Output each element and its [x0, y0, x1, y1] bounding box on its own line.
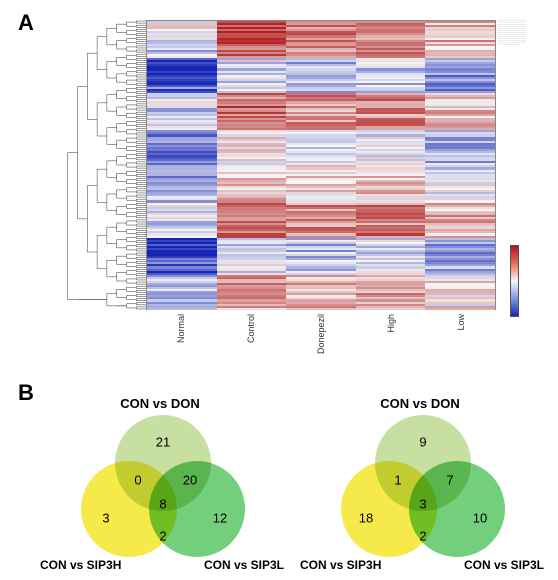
- heatmap-col-labels: NormalControlDonepezilHighLow: [146, 314, 496, 370]
- heatmap-col-label: Low: [426, 314, 496, 370]
- panel-a-letter: A: [18, 10, 34, 36]
- panel-b-letter: B: [18, 380, 34, 406]
- venn-right-label-bl: CON vs SIP3H: [300, 558, 381, 572]
- venn-right-label-top: CON vs DON: [300, 396, 540, 411]
- venn-count: 21: [156, 435, 170, 450]
- venn-count: 7: [446, 473, 453, 488]
- heatmap-column: [217, 21, 287, 309]
- venn-diagram-left: CON vs DON CON vs SIP3H CON vs SIP3L 213…: [40, 400, 280, 570]
- venn-left-label-br: CON vs SIP3L: [204, 558, 284, 572]
- venn-count: 2: [419, 529, 426, 544]
- venn-count: 20: [183, 473, 197, 488]
- heatmap-column: [356, 21, 426, 309]
- heatmap-col-label: Donepezil: [286, 314, 356, 370]
- panel-a-heatmap: — — — — — — — — — — — — — — — — — — — — …: [58, 20, 522, 370]
- heatmap-grid: [146, 20, 496, 310]
- venn-count: 0: [134, 473, 141, 488]
- venn-right-label-br: CON vs SIP3L: [464, 558, 544, 572]
- venn-left-label-bl: CON vs SIP3H: [40, 558, 121, 572]
- venn-count: 3: [419, 497, 426, 512]
- venn-count: 10: [473, 511, 487, 526]
- venn-count: 12: [213, 511, 227, 526]
- heatmap-column: [286, 21, 356, 309]
- venn-count: 3: [102, 511, 109, 526]
- venn-count: 18: [359, 511, 373, 526]
- row-dendrogram: [58, 20, 146, 310]
- venn-count: 2: [159, 529, 166, 544]
- venn-count: 9: [419, 435, 426, 450]
- heatmap-column: [147, 21, 217, 309]
- venn-count: 1: [394, 473, 401, 488]
- venn-count: 8: [159, 497, 166, 512]
- heatmap-column: [425, 21, 495, 309]
- venn-left-label-top: CON vs DON: [40, 396, 280, 411]
- heatmap-col-label: Control: [216, 314, 286, 370]
- venn-diagram-right: CON vs DON CON vs SIP3H CON vs SIP3L 918…: [300, 400, 540, 570]
- heatmap-col-label: Normal: [146, 314, 216, 370]
- heatmap-colorbar: [510, 245, 519, 317]
- heatmap-col-label: High: [356, 314, 426, 370]
